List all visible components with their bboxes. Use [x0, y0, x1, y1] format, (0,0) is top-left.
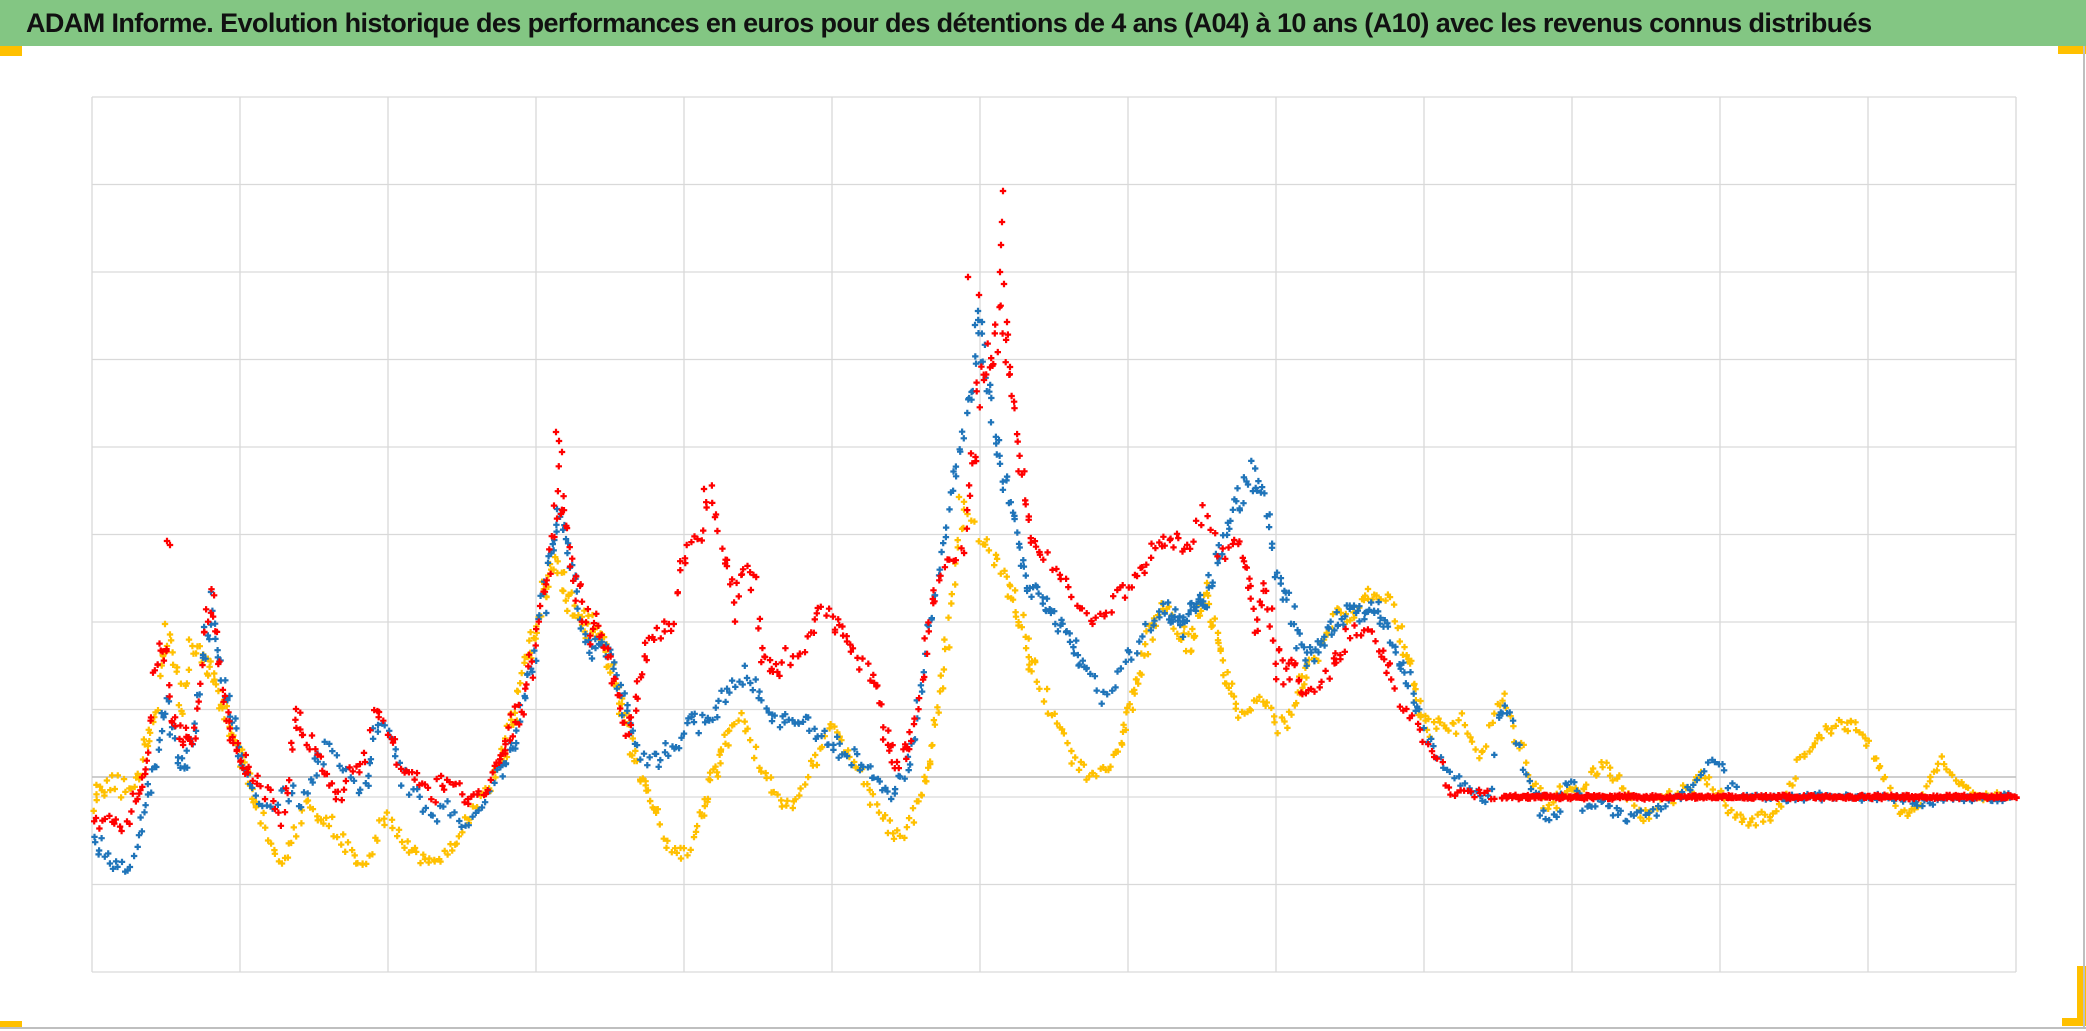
corner-accent-bottom-left [0, 1021, 22, 1029]
corner-accent-top-right [2058, 46, 2086, 54]
gold-series [90, 493, 2013, 868]
corner-accent-bottom-right-foot [2062, 1018, 2086, 1026]
title-bar: ADAM Informe. Evolution historique des p… [0, 0, 2086, 46]
red-series [91, 187, 2020, 835]
slide-border-bottom [0, 1027, 2086, 1029]
blue-series [91, 307, 2014, 875]
page-title: ADAM Informe. Evolution historique des p… [26, 7, 1872, 38]
corner-accent-top-left [0, 46, 22, 56]
slide-border-right [2083, 46, 2085, 1028]
corner-accent-bottom-right-vertical [2077, 966, 2086, 1026]
